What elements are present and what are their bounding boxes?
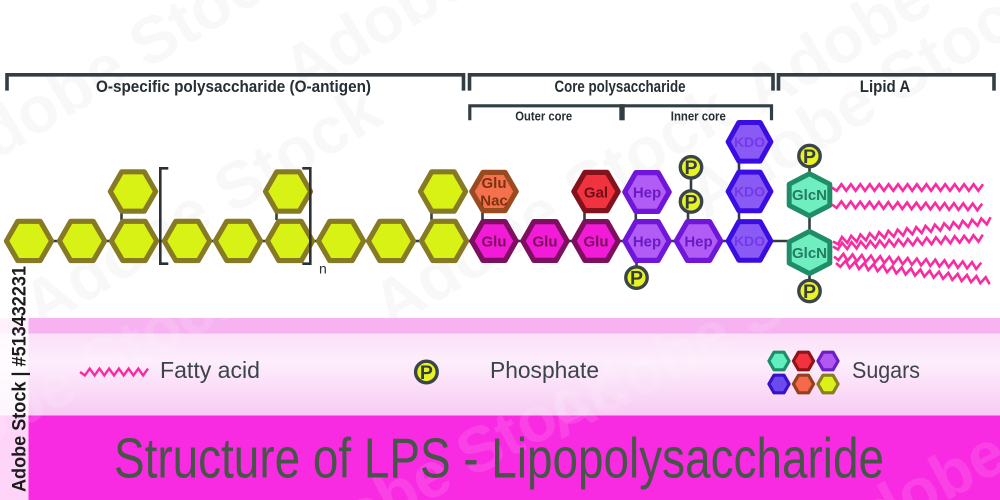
svg-text:Sugars: Sugars: [852, 357, 920, 383]
svg-text:Glu: Glu: [482, 175, 507, 192]
svg-text:Fatty acid: Fatty acid: [160, 357, 260, 383]
svg-text:P: P: [803, 146, 816, 168]
svg-text:P: P: [684, 191, 697, 213]
svg-text:Hep: Hep: [633, 185, 661, 202]
svg-text:P: P: [684, 157, 697, 179]
svg-text:Glu: Glu: [482, 234, 507, 251]
svg-text:P: P: [630, 268, 643, 290]
svg-text:Lipid A: Lipid A: [860, 78, 911, 96]
svg-text:KDO: KDO: [734, 184, 765, 200]
svg-text:Phosphate: Phosphate: [490, 357, 599, 383]
svg-text:Nac: Nac: [480, 193, 508, 210]
svg-text:Gal: Gal: [584, 185, 608, 202]
svg-text:Outer core: Outer core: [515, 110, 572, 124]
svg-text:Inner core: Inner core: [671, 110, 726, 124]
svg-text:Structure of LPS - Lipopolysac: Structure of LPS - Lipopolysaccharide: [114, 427, 884, 491]
svg-text:Core polysaccharide: Core polysaccharide: [555, 78, 686, 96]
svg-text:n: n: [319, 261, 327, 277]
svg-text:KDO: KDO: [734, 233, 765, 249]
svg-text:KDO: KDO: [734, 134, 765, 150]
svg-text:GlcN: GlcN: [792, 245, 827, 262]
svg-text:Glu: Glu: [533, 234, 558, 251]
svg-text:O-specific polysaccharide (O-a: O-specific polysaccharide (O-antigen): [96, 78, 371, 96]
svg-text:Hep: Hep: [684, 234, 712, 251]
svg-text:Adobe Stock | #513432231: Adobe Stock | #513432231: [10, 266, 31, 492]
svg-text:P: P: [420, 362, 433, 384]
svg-text:P: P: [803, 281, 816, 303]
svg-text:Glu: Glu: [584, 234, 609, 251]
svg-text:GlcN: GlcN: [792, 187, 827, 204]
svg-text:Hep: Hep: [633, 234, 661, 251]
